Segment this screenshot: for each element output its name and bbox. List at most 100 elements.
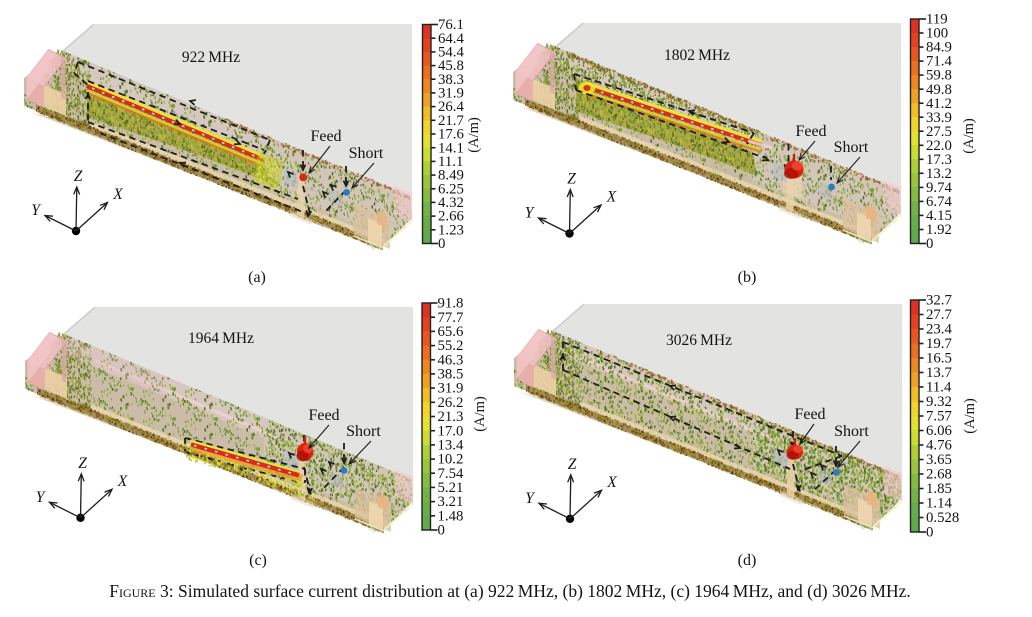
svg-text:10.2: 10.2 (438, 452, 464, 468)
svg-text:Short: Short (346, 423, 381, 440)
svg-text:6.74: 6.74 (926, 194, 952, 210)
svg-text:0.528: 0.528 (926, 510, 959, 526)
svg-text:11.1: 11.1 (438, 154, 463, 170)
svg-text:4.76: 4.76 (926, 438, 952, 454)
svg-text:Y: Y (525, 490, 535, 507)
svg-text:0: 0 (926, 525, 933, 541)
svg-text:9.74: 9.74 (926, 180, 952, 196)
svg-text:21.7: 21.7 (438, 113, 464, 129)
svg-text:Z: Z (567, 171, 576, 188)
svg-text:X: X (606, 474, 617, 491)
svg-text:59.8: 59.8 (926, 68, 952, 84)
svg-text:55.2: 55.2 (438, 338, 464, 354)
svg-text:76.1: 76.1 (438, 17, 464, 33)
svg-text:16.5: 16.5 (926, 351, 952, 367)
svg-text:3.21: 3.21 (438, 494, 464, 510)
svg-text:9.32: 9.32 (926, 394, 952, 410)
svg-text:17.0: 17.0 (438, 423, 464, 439)
svg-text:1.92: 1.92 (926, 222, 952, 238)
svg-text:54.4: 54.4 (438, 45, 464, 61)
svg-text:26.2: 26.2 (438, 395, 464, 411)
svg-text:(d): (d) (738, 552, 757, 569)
svg-text:6.25: 6.25 (438, 181, 464, 197)
svg-text:26.4: 26.4 (438, 99, 464, 115)
svg-text:91.8: 91.8 (438, 296, 464, 312)
svg-text:Z: Z (568, 456, 577, 473)
svg-text:1964 MHz: 1964 MHz (188, 330, 254, 347)
svg-text:27.7: 27.7 (926, 307, 952, 323)
svg-text:(A/m): (A/m) (961, 118, 977, 154)
svg-text:1802 MHz: 1802 MHz (664, 47, 730, 64)
svg-text:21.3: 21.3 (438, 409, 464, 425)
svg-text:Y: Y (525, 205, 535, 222)
svg-text:(b): (b) (738, 269, 757, 286)
svg-text:13.4: 13.4 (438, 438, 464, 454)
svg-text:41.2: 41.2 (926, 96, 952, 112)
svg-text:Z: Z (78, 455, 87, 472)
svg-text:31.9: 31.9 (438, 86, 464, 102)
svg-text:22.0: 22.0 (926, 138, 952, 154)
svg-text:27.5: 27.5 (926, 124, 952, 140)
svg-text:Feed: Feed (794, 406, 825, 423)
svg-text:19.7: 19.7 (926, 336, 952, 352)
svg-text:X: X (117, 473, 128, 490)
svg-text:17.3: 17.3 (926, 152, 952, 168)
svg-text:Short: Short (349, 145, 384, 162)
svg-text:(A/m): (A/m) (962, 398, 978, 434)
svg-text:2.68: 2.68 (926, 467, 952, 483)
svg-text:1.48: 1.48 (438, 508, 464, 524)
svg-text:0: 0 (438, 523, 445, 539)
svg-text:7.54: 7.54 (438, 466, 464, 482)
svg-text:1.14: 1.14 (926, 496, 952, 512)
svg-text:14.1: 14.1 (438, 140, 464, 156)
svg-text:77.7: 77.7 (438, 310, 464, 326)
svg-text:65.6: 65.6 (438, 324, 464, 340)
svg-text:23.4: 23.4 (926, 322, 952, 338)
svg-text:Short: Short (834, 423, 869, 440)
svg-text:31.9: 31.9 (438, 381, 464, 397)
svg-text:0: 0 (926, 236, 933, 252)
svg-text:64.4: 64.4 (438, 31, 464, 47)
svg-text:33.9: 33.9 (926, 110, 952, 126)
svg-text:(c): (c) (249, 552, 267, 569)
svg-text:(A/m): (A/m) (466, 117, 482, 153)
svg-text:11.4: 11.4 (926, 380, 952, 396)
svg-text:3.65: 3.65 (926, 452, 952, 468)
svg-text:0: 0 (438, 236, 445, 252)
svg-text:Y: Y (31, 202, 41, 219)
svg-text:38.5: 38.5 (438, 367, 464, 383)
svg-text:100: 100 (926, 26, 948, 42)
svg-text:6.06: 6.06 (926, 423, 952, 439)
svg-text:2.66: 2.66 (438, 209, 464, 225)
svg-text:4.15: 4.15 (926, 208, 952, 224)
svg-text:17.6: 17.6 (438, 127, 464, 143)
svg-text:71.4: 71.4 (926, 54, 952, 70)
svg-text:45.8: 45.8 (438, 58, 464, 74)
svg-text:Y: Y (36, 489, 46, 506)
svg-text:5.21: 5.21 (438, 480, 464, 496)
svg-text:49.8: 49.8 (926, 82, 952, 98)
svg-text:X: X (112, 186, 123, 203)
svg-text:3026 MHz: 3026 MHz (666, 332, 732, 349)
svg-text:13.2: 13.2 (926, 166, 952, 182)
svg-text:(a): (a) (248, 269, 266, 286)
svg-text:X: X (606, 189, 617, 206)
svg-text:Feed: Feed (308, 407, 339, 424)
svg-text:46.3: 46.3 (438, 352, 464, 368)
svg-text:Z: Z (74, 168, 83, 185)
svg-text:1.23: 1.23 (438, 222, 464, 238)
svg-text:119: 119 (926, 12, 948, 28)
svg-text:4.32: 4.32 (438, 195, 464, 211)
svg-text:8.49: 8.49 (438, 168, 464, 184)
svg-text:(A/m): (A/m) (472, 396, 488, 432)
svg-text:7.57: 7.57 (926, 409, 952, 425)
svg-text:922 MHz: 922 MHz (182, 49, 240, 66)
svg-text:1.85: 1.85 (926, 481, 952, 497)
svg-text:Feed: Feed (795, 123, 826, 140)
svg-text:13.7: 13.7 (926, 365, 952, 381)
svg-text:Feed: Feed (310, 128, 341, 145)
svg-text:Short: Short (834, 139, 869, 156)
svg-text:84.9: 84.9 (926, 40, 952, 56)
svg-text:32.7: 32.7 (926, 293, 952, 309)
svg-text:38.3: 38.3 (438, 72, 464, 88)
